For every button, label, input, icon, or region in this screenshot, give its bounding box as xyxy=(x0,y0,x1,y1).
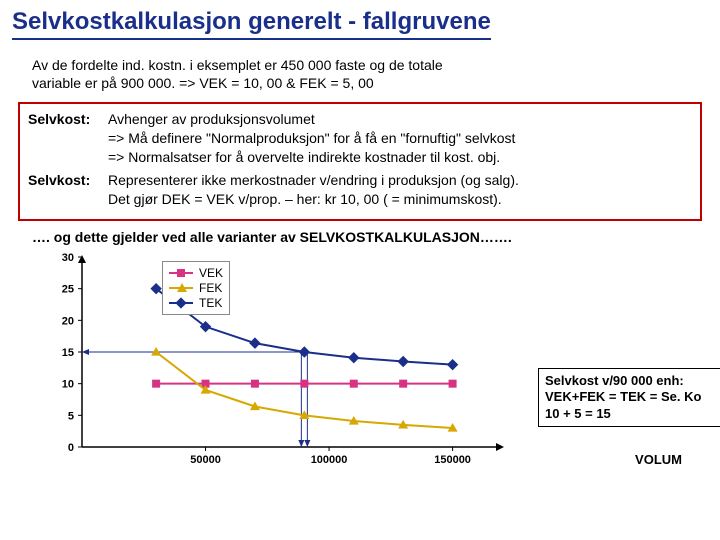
callout-l1: Selvkost v/90 000 enh: xyxy=(545,373,720,389)
box-r2-l2: Det gjør DEK = VEK v/prop. – her: kr 10,… xyxy=(108,191,502,207)
legend: VEK FEK TEK xyxy=(162,261,230,315)
box-r1-l1: Avhenger av produksjonsvolumet xyxy=(108,111,315,127)
box-r1-l2: => Må definere "Normalproduksjon" for å … xyxy=(108,130,515,146)
box-text-1: Avhenger av produksjonsvolumet => Må def… xyxy=(108,110,692,167)
svg-text:15: 15 xyxy=(62,347,74,359)
svg-text:0: 0 xyxy=(68,442,74,454)
mid-line: …. og dette gjelder ved alle varianter a… xyxy=(32,229,708,245)
highlight-box: Selvkost: Avhenger av produksjonsvolumet… xyxy=(18,102,702,220)
callout-l2: VEK+FEK = TEK = Se. Ko xyxy=(545,389,720,405)
svg-text:20: 20 xyxy=(62,315,74,327)
svg-text:25: 25 xyxy=(62,283,74,295)
box-label-2: Selvkost: xyxy=(28,171,108,209)
legend-label-tek: TEK xyxy=(199,296,222,310)
box-r1-l3: => Normalsatser for å overvelte indirekt… xyxy=(108,149,500,165)
legend-row-vek: VEK xyxy=(169,266,223,280)
legend-label-fek: FEK xyxy=(199,281,222,295)
svg-text:30: 30 xyxy=(62,252,74,264)
callout-box: Selvkost v/90 000 enh: VEK+FEK = TEK = S… xyxy=(538,368,720,427)
box-text-2: Representerer ikke merkostnader v/endrin… xyxy=(108,171,692,209)
page-title: Selvkostkalkulasjon generelt - fallgruve… xyxy=(12,8,491,40)
svg-text:5: 5 xyxy=(68,410,74,422)
svg-text:150000: 150000 xyxy=(434,454,471,466)
svg-text:10: 10 xyxy=(62,378,74,390)
box-row-2: Selvkost: Representerer ikke merkostnade… xyxy=(28,171,692,209)
intro-line-1: Av de fordelte ind. kostn. i eksemplet e… xyxy=(32,57,443,73)
intro-line-2: variable er på 900 000. => VEK = 10, 00 … xyxy=(32,75,374,91)
box-row-1: Selvkost: Avhenger av produksjonsvolumet… xyxy=(28,110,692,167)
chart-svg: 0 5 10 15 20 25 30 50000 100000 150000 xyxy=(42,249,562,479)
box-label-1: Selvkost: xyxy=(28,110,108,167)
legend-row-fek: FEK xyxy=(169,281,223,295)
legend-label-vek: VEK xyxy=(199,266,223,280)
callout-l3: 10 + 5 = 15 xyxy=(545,406,720,422)
volum-label: VOLUM xyxy=(635,452,682,467)
chart: 0 5 10 15 20 25 30 50000 100000 150000 VEK FEK TE… xyxy=(42,249,562,479)
box-r2-l1: Representerer ikke merkostnader v/endrin… xyxy=(108,172,519,188)
svg-text:50000: 50000 xyxy=(190,454,221,466)
legend-row-tek: TEK xyxy=(169,296,223,310)
intro-text: Av de fordelte ind. kostn. i eksemplet e… xyxy=(32,56,708,92)
svg-text:100000: 100000 xyxy=(311,454,348,466)
